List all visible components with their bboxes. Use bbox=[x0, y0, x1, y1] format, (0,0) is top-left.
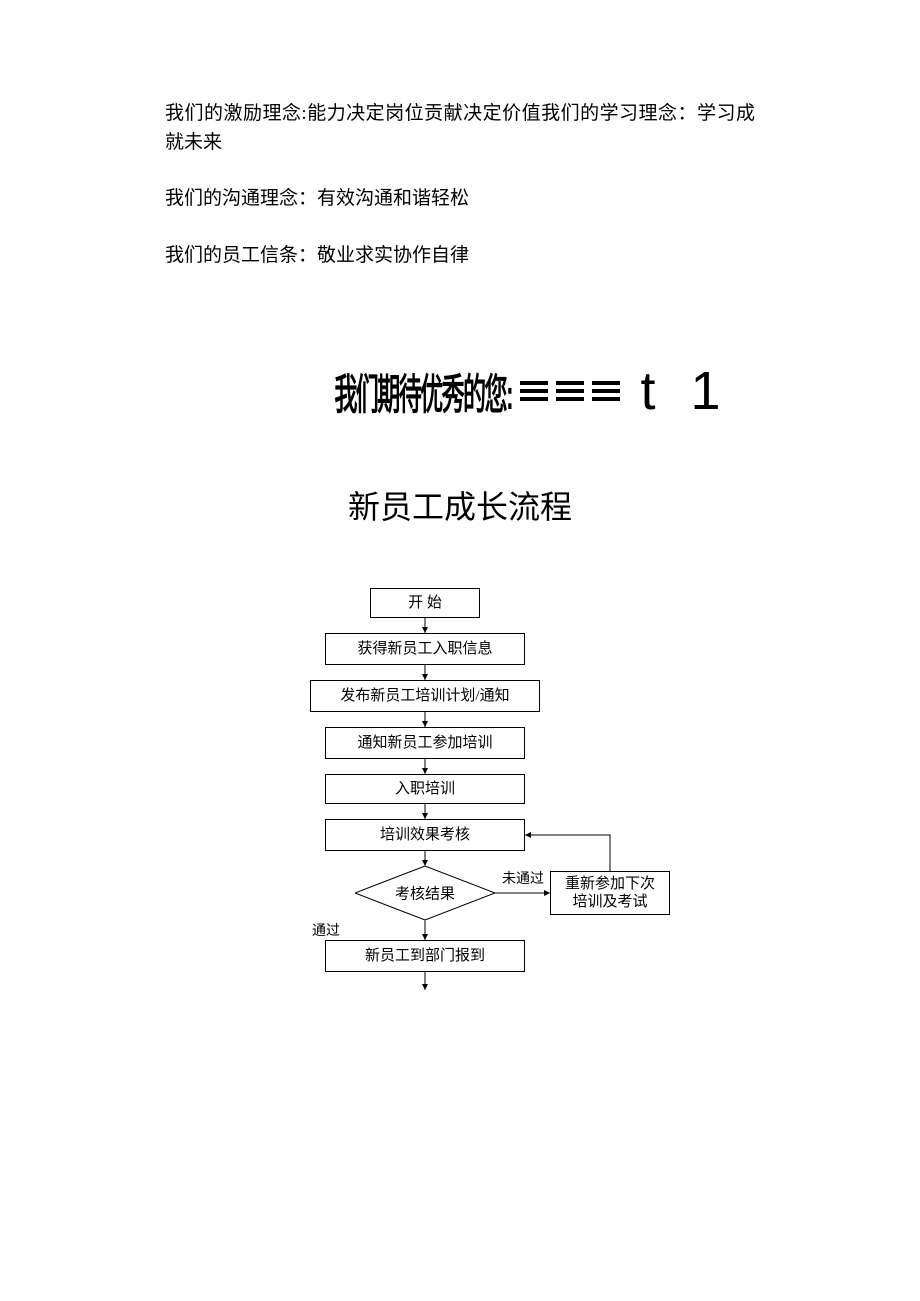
headline-row: 我们期待优秀的您: t 1 bbox=[165, 360, 755, 422]
paragraph-2: 我们的沟通理念：有效沟通和谐轻松 bbox=[165, 185, 755, 214]
flow-edge-label: 通过 bbox=[312, 920, 340, 940]
paragraph-3: 我们的员工信条：敬业求实协作自律 bbox=[165, 242, 755, 271]
headline-condensed-text: 我们期待优秀的您: bbox=[335, 361, 513, 422]
flow-node-n8: 重新参加下次 培训及考试 bbox=[550, 871, 670, 915]
flow-node-n1: 开 始 bbox=[370, 588, 480, 618]
section-title: 新员工成长流程 bbox=[165, 482, 755, 528]
flow-node-n5: 入职培训 bbox=[325, 774, 525, 804]
flow-edge bbox=[525, 835, 610, 871]
flow-node-n2: 获得新员工入职信息 bbox=[325, 633, 525, 665]
flow-node-n3: 发布新员工培训计划/通知 bbox=[310, 680, 540, 712]
flow-node-n4: 通知新员工参加培训 bbox=[325, 727, 525, 759]
headline-bars-icon bbox=[520, 381, 626, 401]
flow-node-n6: 培训效果考核 bbox=[325, 819, 525, 851]
flowchart-container: 开 始获得新员工入职信息发布新员工培训计划/通知通知新员工参加培训入职培训培训效… bbox=[250, 588, 670, 1068]
paragraph-1: 我们的激励理念:能力决定岗位贡献决定价值我们的学习理念：学习成就未来 bbox=[165, 100, 755, 157]
flow-node-n7: 考核结果 bbox=[355, 866, 495, 920]
flow-node-n9: 新员工到部门报到 bbox=[325, 940, 525, 972]
headline-trailing: t 1 bbox=[640, 360, 730, 422]
flow-edge-label: 未通过 bbox=[502, 868, 544, 888]
flow-node-label: 考核结果 bbox=[355, 883, 495, 904]
